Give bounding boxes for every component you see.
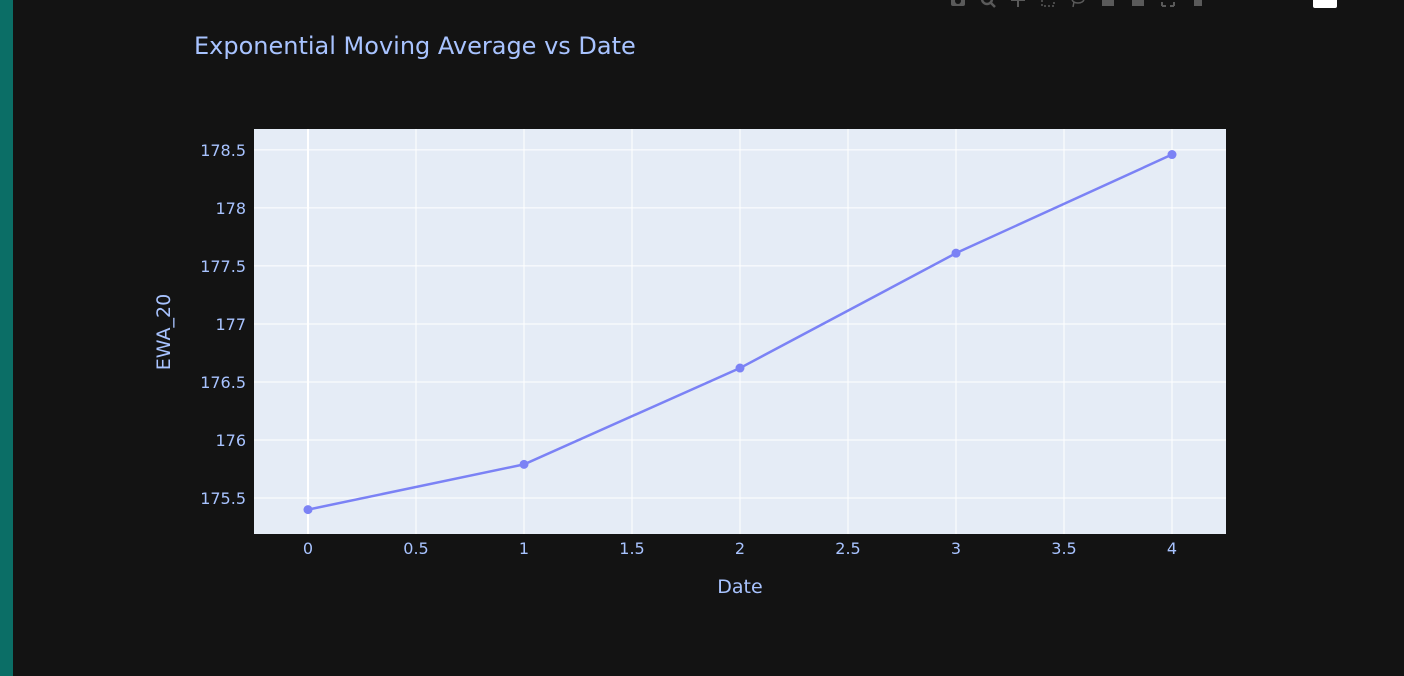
- x-tick-label: 4: [1167, 539, 1177, 558]
- x-axis-tick-labels: 0 0.5 1 1.5 2 2.5 3 3.5 4: [303, 539, 1177, 558]
- y-tick-label: 176: [215, 431, 246, 450]
- data-point[interactable]: [519, 459, 529, 469]
- series-layer: [303, 150, 1177, 515]
- y-tick-label: 178: [215, 199, 246, 218]
- zoom-icon[interactable]: [980, 0, 996, 8]
- y-tick-label: 176.5: [200, 373, 246, 392]
- y-tick-label: 177.5: [200, 257, 246, 276]
- pan-icon[interactable]: [1010, 0, 1026, 8]
- x-tick-label: 1.5: [619, 539, 644, 558]
- y-tick-label: 175.5: [200, 489, 246, 508]
- x-tick-label: 2.5: [835, 539, 860, 558]
- data-point[interactable]: [1167, 150, 1177, 160]
- home-icon[interactable]: [1190, 0, 1206, 8]
- x-tick-label: 3: [951, 539, 961, 558]
- zoom-out-icon[interactable]: [1130, 0, 1146, 8]
- grid-lines: [254, 129, 1226, 534]
- y-axis-label: EWA_20: [153, 294, 175, 370]
- data-point[interactable]: [735, 363, 745, 373]
- lasso-icon[interactable]: [1070, 0, 1086, 8]
- data-point[interactable]: [951, 248, 961, 258]
- x-tick-label: 3.5: [1051, 539, 1076, 558]
- settings-toggle[interactable]: [1313, 0, 1337, 8]
- x-tick-label: 0: [303, 539, 313, 558]
- camera-icon[interactable]: [950, 0, 966, 8]
- x-tick-label: 2: [735, 539, 745, 558]
- modebar: [950, 0, 1206, 8]
- y-tick-label: 177: [215, 315, 246, 334]
- data-point[interactable]: [303, 505, 313, 515]
- x-tick-label: 1: [519, 539, 529, 558]
- x-axis-label: Date: [717, 576, 762, 598]
- box-select-icon[interactable]: [1040, 0, 1056, 8]
- y-axis-tick-labels: 175.5 176 176.5 177 177.5 178 178.5: [200, 141, 246, 508]
- zoom-in-icon[interactable]: [1100, 0, 1116, 8]
- autoscale-icon[interactable]: [1160, 0, 1176, 8]
- chart-title: Exponential Moving Average vs Date: [194, 32, 636, 60]
- left-accent-bar: [0, 0, 13, 676]
- x-tick-label: 0.5: [403, 539, 428, 558]
- y-tick-label: 178.5: [200, 141, 246, 160]
